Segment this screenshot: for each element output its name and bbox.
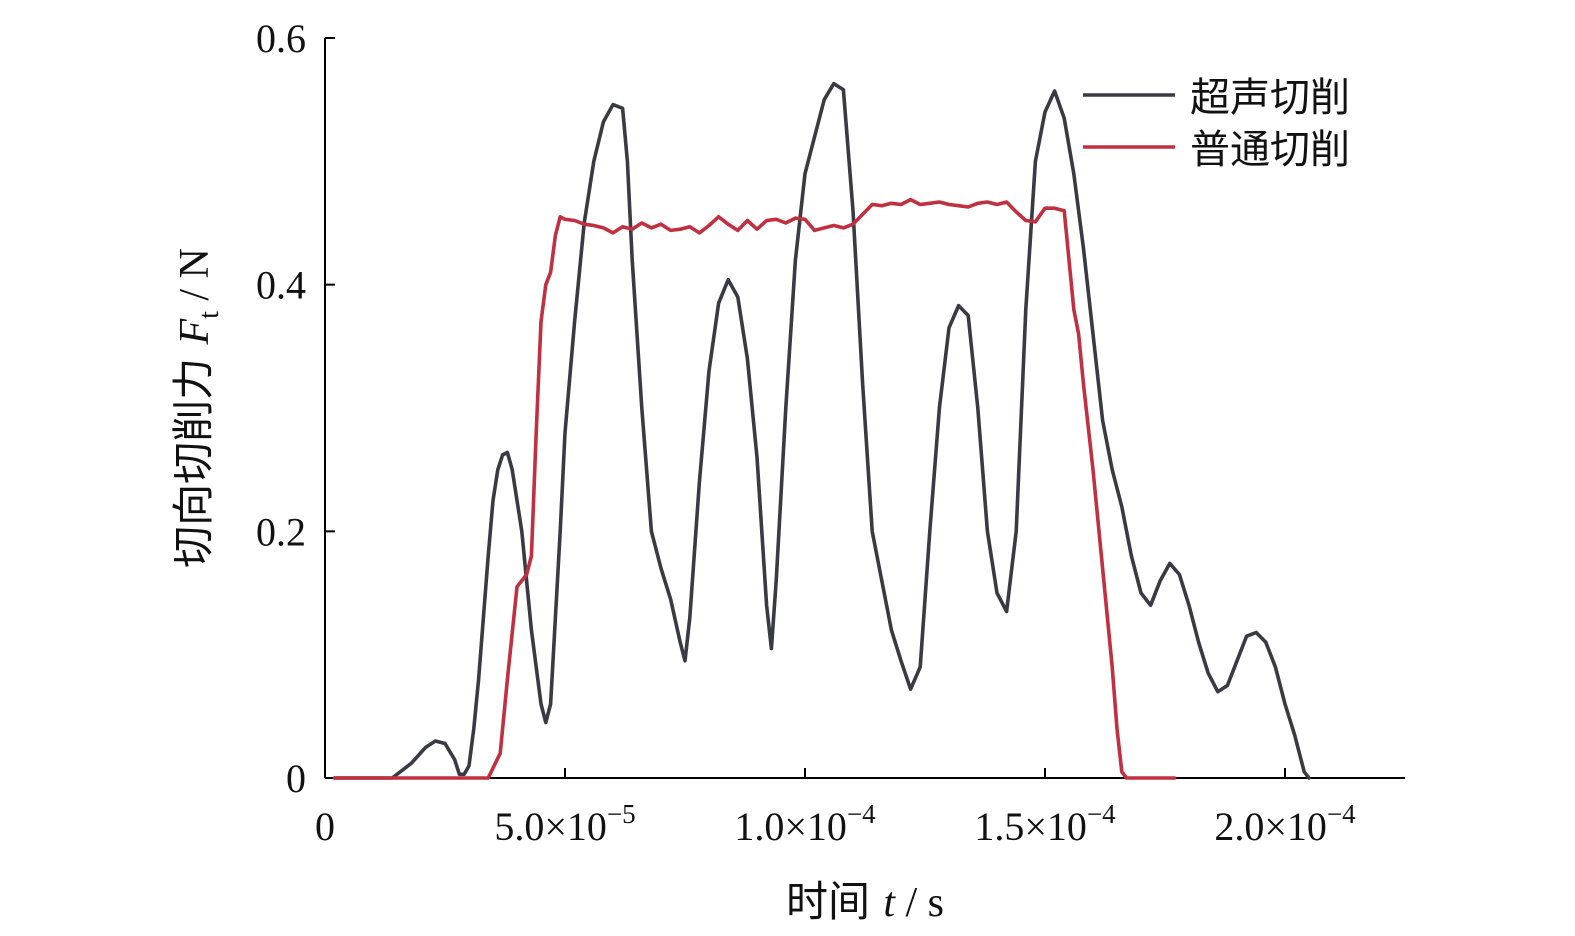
x-tick-label-exp-2: −4 bbox=[847, 799, 876, 829]
x-tick-label-exp-4: −4 bbox=[1327, 799, 1356, 829]
x-tick-label-2: 1.0×10−4 bbox=[734, 799, 876, 849]
x-tick-label-base-2: 1.0×10 bbox=[734, 804, 847, 849]
y-axis-label-unit: / N bbox=[172, 248, 218, 311]
legend-label-ultrasonic: 超声切削 bbox=[1190, 75, 1350, 121]
series-line-0 bbox=[332, 81, 1311, 780]
x-tick-label-base-0: 0 bbox=[315, 804, 335, 849]
x-tick-label-exp-3: −4 bbox=[1087, 799, 1116, 829]
x-tick-label-base-3: 1.5×10 bbox=[974, 804, 1087, 849]
legend-label-conventional: 普通切削 bbox=[1190, 127, 1350, 173]
x-axis-label: 时间 t / s bbox=[786, 877, 944, 926]
x-ticks: 0 5.0×10−5 1.0×10−4 1.5×10−4 2.0×10−4 bbox=[315, 768, 1356, 849]
x-axis-label-unit: / s bbox=[895, 880, 944, 926]
series-line-1 bbox=[332, 197, 1177, 780]
y-tick-label-1: 0.2 bbox=[256, 509, 306, 554]
series-group bbox=[332, 81, 1311, 780]
x-tick-label-exp-1: −5 bbox=[607, 799, 636, 829]
x-tick-label-4: 2.0×10−4 bbox=[1214, 799, 1356, 849]
x-axis-label-text: 时间 bbox=[786, 877, 883, 926]
y-ticks: 0 0.2 0.4 0.6 bbox=[256, 16, 335, 801]
x-tick-label-base-1: 5.0×10 bbox=[494, 804, 607, 849]
y-tick-label-3: 0.6 bbox=[256, 16, 306, 61]
axes bbox=[324, 38, 1405, 779]
x-tick-label-0: 0 bbox=[315, 804, 335, 849]
y-tick-label-2: 0.4 bbox=[256, 263, 306, 308]
x-tick-label-1: 5.0×10−5 bbox=[494, 799, 635, 849]
y-axis-label-sub: t bbox=[194, 311, 225, 319]
x-tick-label-3: 1.5×10−4 bbox=[974, 799, 1116, 849]
y-axis-label-text: 切向切削力 bbox=[169, 345, 218, 568]
y-axis-label-var: F bbox=[172, 319, 218, 346]
x-tick-label-base-4: 2.0×10 bbox=[1214, 804, 1327, 849]
legend: 超声切削 普通切削 bbox=[1083, 75, 1350, 173]
y-tick-label-0: 0 bbox=[286, 756, 306, 801]
y-axis-label: 切向切削力 Ft / N bbox=[169, 248, 225, 568]
x-axis-label-var: t bbox=[883, 880, 896, 926]
